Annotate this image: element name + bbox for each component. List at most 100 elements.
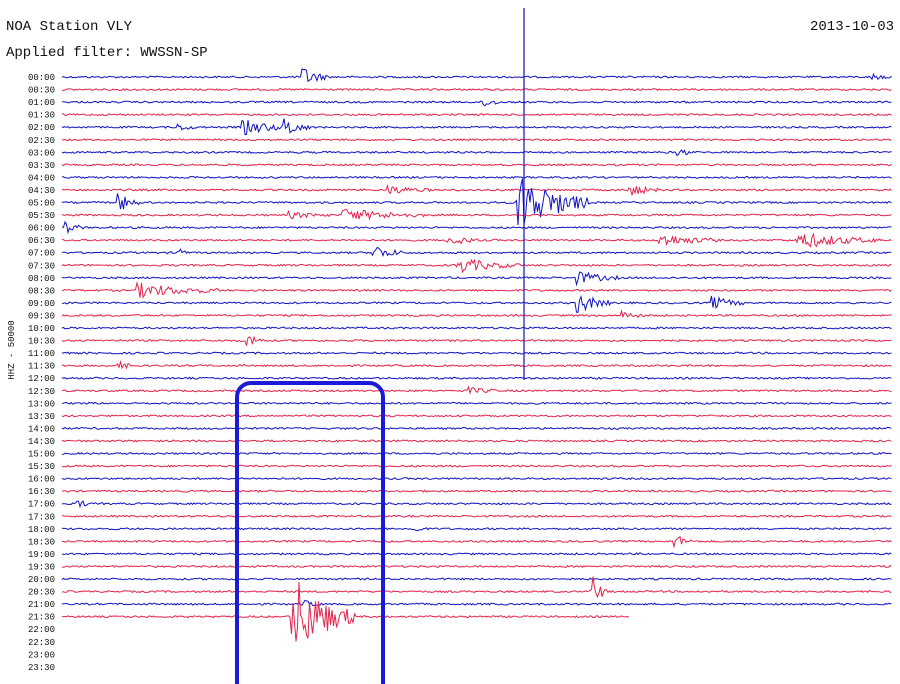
time-label: 12:30 (28, 387, 55, 397)
time-label: 14:00 (28, 424, 55, 434)
trace (61, 68, 892, 83)
trace (61, 439, 892, 443)
trace (61, 113, 892, 117)
trace (61, 271, 892, 287)
trace (61, 149, 892, 157)
trace (61, 426, 892, 430)
time-label: 22:00 (28, 625, 55, 635)
time-label: 09:30 (28, 311, 55, 321)
time-label: 04:00 (28, 173, 55, 183)
time-label: 10:30 (28, 337, 55, 347)
time-label: 05:00 (28, 199, 55, 209)
time-label: 15:00 (28, 450, 55, 460)
trace (61, 599, 892, 607)
time-label: 06:00 (28, 224, 55, 234)
time-label: 18:00 (28, 525, 55, 535)
trace (61, 577, 892, 581)
time-label: 01:00 (28, 98, 55, 108)
trace (61, 309, 892, 319)
time-label: 23:30 (28, 663, 55, 673)
trace (61, 163, 892, 167)
trace (61, 476, 892, 481)
trace (61, 258, 892, 274)
trace (61, 351, 892, 355)
trace (61, 294, 892, 313)
trace (61, 552, 892, 556)
trace (61, 581, 630, 642)
time-label: 02:00 (28, 123, 55, 133)
axis-label: HHZ - 50000 (7, 320, 17, 379)
time-label: 22:30 (28, 638, 55, 648)
time-label: 00:30 (28, 86, 55, 96)
time-label: 12:00 (28, 374, 55, 384)
time-label: 19:00 (28, 550, 55, 560)
trace (61, 232, 892, 248)
trace (61, 178, 892, 226)
trace (61, 514, 892, 518)
station-title: NOA Station VLY (6, 19, 133, 35)
time-label: 01:30 (28, 111, 55, 121)
trace (61, 138, 892, 142)
time-label: 17:30 (28, 512, 55, 522)
time-label: 07:30 (28, 261, 55, 271)
time-label: 19:30 (28, 562, 55, 572)
time-label: 03:00 (28, 148, 55, 158)
time-label: 15:30 (28, 462, 55, 472)
trace (61, 360, 892, 370)
traces (61, 68, 892, 642)
time-label: 04:30 (28, 186, 55, 196)
time-label: 14:30 (28, 437, 55, 447)
time-label: 18:30 (28, 537, 55, 547)
time-label: 06:30 (28, 236, 55, 246)
trace (61, 335, 892, 346)
trace (61, 100, 892, 107)
trace (61, 451, 892, 456)
time-label: 10:00 (28, 324, 55, 334)
time-label: 05:30 (28, 211, 55, 221)
trace (61, 376, 892, 380)
trace (61, 87, 892, 92)
trace (61, 500, 892, 509)
time-label: 11:30 (28, 362, 55, 372)
time-label: 20:00 (28, 575, 55, 585)
trace (61, 414, 892, 418)
trace (61, 175, 892, 180)
time-label: 13:00 (28, 399, 55, 409)
trace (61, 281, 892, 299)
trace (61, 220, 892, 235)
time-label: 03:30 (28, 161, 55, 171)
trace (61, 527, 892, 532)
time-label: 21:00 (28, 600, 55, 610)
time-label: 16:30 (28, 487, 55, 497)
trace (61, 576, 892, 599)
filter-label: Applied filter: WWSSN-SP (6, 45, 208, 61)
time-label: 09:00 (28, 299, 55, 309)
time-label: 16:00 (28, 475, 55, 485)
time-label: 08:30 (28, 286, 55, 296)
time-label: 20:30 (28, 588, 55, 598)
date-label: 2013-10-03 (810, 19, 894, 35)
time-label: 13:30 (28, 412, 55, 422)
trace (62, 401, 892, 405)
trace (61, 489, 892, 493)
trace (61, 326, 892, 330)
highlight-box (235, 381, 385, 684)
trace (61, 464, 892, 468)
time-label: 17:00 (28, 500, 55, 510)
trace (61, 118, 892, 136)
time-label: 02:30 (28, 136, 55, 146)
time-label: 08:00 (28, 274, 55, 284)
time-label: 23:00 (28, 650, 55, 660)
time-label: 11:00 (28, 349, 55, 359)
trace (61, 564, 892, 569)
trace (61, 385, 892, 395)
trace (61, 208, 892, 221)
time-label: 21:30 (28, 613, 55, 623)
time-label: 00:00 (28, 73, 55, 83)
trace (62, 247, 892, 257)
trace (61, 535, 892, 549)
time-label: 07:00 (28, 249, 55, 259)
trace (61, 184, 892, 196)
